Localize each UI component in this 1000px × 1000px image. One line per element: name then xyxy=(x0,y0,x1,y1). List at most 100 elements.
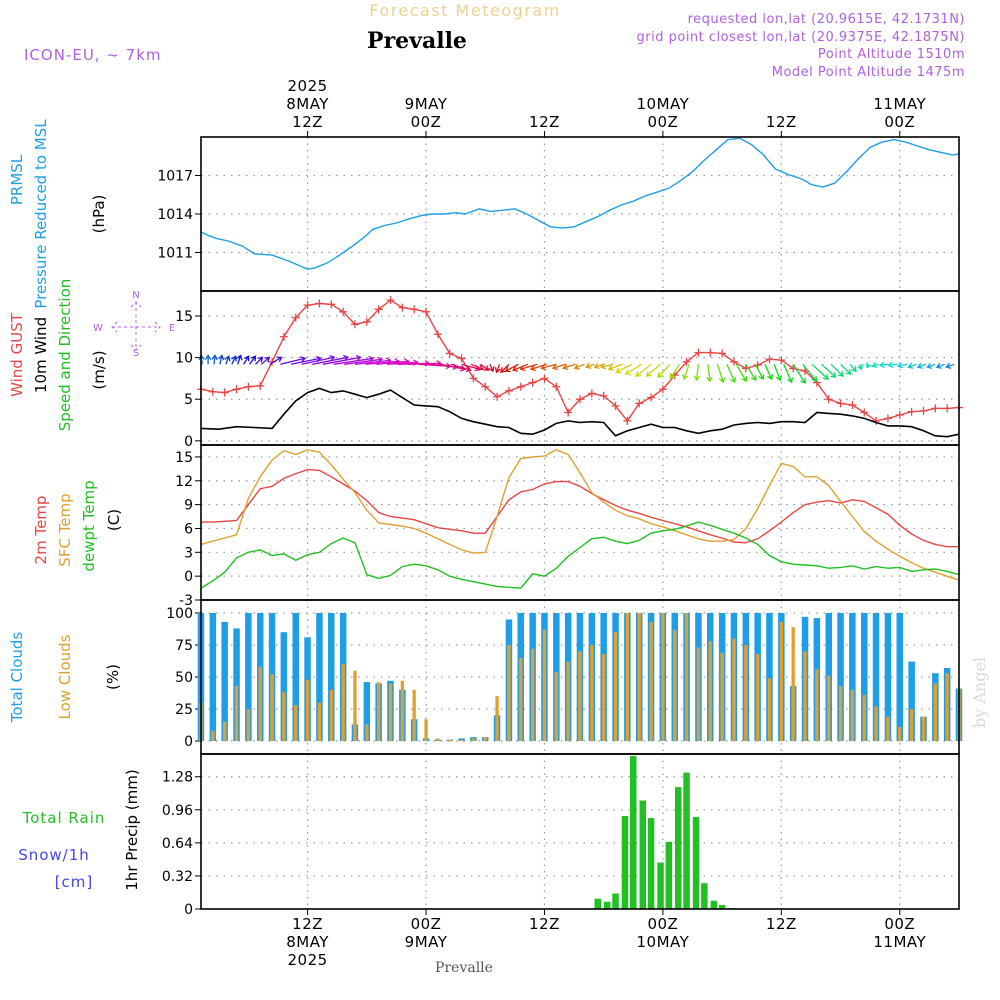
series-line-red xyxy=(201,468,960,549)
bar-blue xyxy=(221,622,228,741)
bar-orange xyxy=(613,632,618,741)
y-tick-label: 10 xyxy=(175,351,193,367)
bar-orange xyxy=(886,716,890,741)
panel-label: [cm] xyxy=(55,873,94,891)
wind-arrow xyxy=(645,363,661,377)
bar-green xyxy=(665,841,673,909)
model-label: ICON-EU, ~ 7km xyxy=(24,46,162,64)
bar-orange xyxy=(933,683,937,741)
bar-orange xyxy=(945,673,949,741)
gust-marker xyxy=(587,389,596,398)
bar-green xyxy=(612,893,619,909)
bar-orange xyxy=(519,657,523,741)
bottom-time-label: 00Z xyxy=(884,915,915,933)
bar-orange xyxy=(566,661,570,741)
bar-green xyxy=(718,904,726,909)
gust-marker xyxy=(256,381,265,390)
wind-arrow xyxy=(773,364,782,382)
gust-marker xyxy=(469,374,478,383)
gust-marker xyxy=(540,374,549,383)
model-point-altitude: Model Point Altitude 1475m xyxy=(772,65,965,80)
grid-point-coords: grid point closest lon,lat (20.9375E, 42… xyxy=(637,30,965,45)
wind-arrow xyxy=(716,364,726,384)
footer: Prevalle by Angel xyxy=(435,657,989,976)
wind-arrow xyxy=(849,363,857,373)
y-tick-label: 1.28 xyxy=(162,770,193,786)
gust-marker xyxy=(433,330,442,339)
bar-orange xyxy=(602,654,606,741)
gust-marker xyxy=(374,305,383,314)
bottom-time-label: 9MAY xyxy=(405,933,448,951)
gust-marker xyxy=(291,313,300,322)
wind-arrow xyxy=(878,361,888,368)
bar-orange xyxy=(531,648,535,741)
bar-green xyxy=(701,883,708,909)
panel-label: dewpt Temp xyxy=(80,480,98,571)
y-tick-label: 12 xyxy=(175,474,193,490)
gust-marker xyxy=(848,401,857,410)
top-time-label: 12Z xyxy=(766,113,797,131)
wind-arrow xyxy=(585,362,595,369)
wind-arrow xyxy=(896,362,908,369)
bar-orange xyxy=(732,638,736,741)
panel-pressure: 1011 1014 1017 PRMSL Pressure Reduced to MSL… xyxy=(8,119,960,309)
bar-orange xyxy=(436,738,440,741)
top-time-label: 8MAY xyxy=(286,95,329,113)
credit-watermark: by Angel xyxy=(970,657,989,728)
gust-marker xyxy=(481,382,490,391)
bar-orange xyxy=(542,629,547,741)
wind-arrow xyxy=(916,362,927,369)
series-line-green xyxy=(200,521,960,589)
bottom-time-label: 2025 xyxy=(288,951,328,969)
bar-orange xyxy=(921,716,926,741)
bar-orange xyxy=(673,629,677,741)
gust-marker xyxy=(729,357,738,366)
bar-orange xyxy=(910,709,914,741)
bar-orange xyxy=(294,705,298,741)
bar-orange xyxy=(211,730,215,741)
bar-orange xyxy=(720,652,724,741)
wind-arrow xyxy=(573,363,585,370)
bottom-time-label: 00Z xyxy=(647,915,678,933)
bar-blue xyxy=(245,613,252,741)
gust-marker xyxy=(244,382,253,391)
gust-marker xyxy=(860,408,869,417)
panel-clouds: 0 25 50 75 100 Total Clouds Low Clouds (%) xyxy=(8,599,963,755)
wind-arrow xyxy=(204,354,212,365)
gust-marker xyxy=(576,395,584,404)
bar-blue xyxy=(280,632,288,741)
wind-arrow xyxy=(669,363,681,380)
panel-label: PRMSL xyxy=(8,154,26,205)
bar-orange xyxy=(779,622,783,741)
panel-label: Total Rain xyxy=(22,809,106,827)
top-time-label: 11MAY xyxy=(873,95,926,113)
gust-marker xyxy=(611,401,620,410)
bar-blue xyxy=(292,613,299,741)
bar-orange xyxy=(898,726,902,741)
wind-arrow xyxy=(217,354,225,365)
compass-letter: N xyxy=(132,290,139,301)
wind-arrow xyxy=(840,363,852,375)
wind-arrow xyxy=(735,363,748,383)
wind-arrow xyxy=(470,363,485,371)
y-tick-label: 25 xyxy=(175,702,193,718)
top-time-label: 12Z xyxy=(529,113,560,131)
bar-green xyxy=(657,862,664,909)
panel-label: Low Clouds xyxy=(56,634,74,719)
bar-orange xyxy=(412,689,416,741)
wind-arrow xyxy=(802,363,818,383)
bar-blue xyxy=(872,613,880,741)
gust-marker xyxy=(279,332,288,341)
wind-arrow xyxy=(871,361,879,369)
bar-orange xyxy=(377,682,381,741)
compass-letter: W xyxy=(93,323,103,334)
wind-arrow xyxy=(562,363,576,371)
top-time-label: 9MAY xyxy=(405,95,448,113)
gust-marker xyxy=(386,296,395,305)
top-time-label: 10MAY xyxy=(637,95,690,113)
panel-label: Snow/1h xyxy=(18,846,90,864)
panel-label: Wind GUST xyxy=(8,312,26,397)
gust-marker xyxy=(516,382,525,391)
